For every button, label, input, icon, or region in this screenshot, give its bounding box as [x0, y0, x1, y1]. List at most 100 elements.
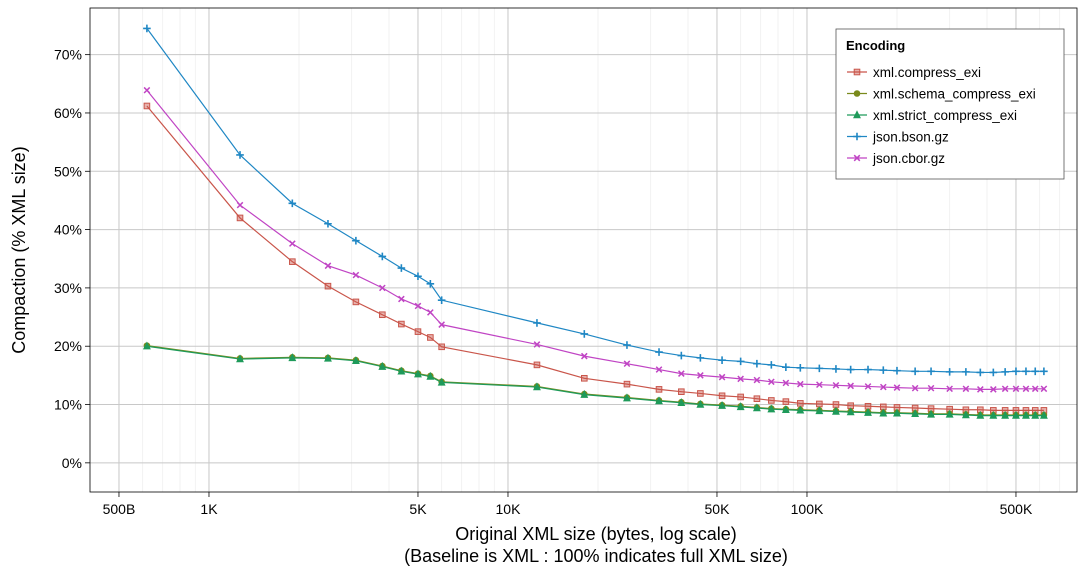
x-tick-label: 5K	[409, 501, 427, 517]
x-tick-label: 50K	[705, 501, 731, 517]
point-marker	[946, 385, 953, 393]
point-marker	[718, 392, 726, 400]
point-marker	[815, 406, 824, 415]
point-marker	[847, 382, 855, 390]
point-marker	[796, 363, 805, 372]
series-json.cbor.gz	[143, 86, 1048, 393]
y-tick-label: 40%	[54, 222, 82, 238]
point-marker	[1040, 367, 1048, 376]
point-marker	[796, 380, 804, 388]
point-marker	[378, 361, 387, 370]
point-marker	[142, 341, 151, 350]
legend-title: Encoding	[846, 38, 905, 53]
point-marker	[437, 377, 446, 386]
point-marker	[1031, 385, 1039, 393]
series-line	[146, 105, 1044, 411]
point-marker	[815, 364, 824, 373]
point-marker	[533, 382, 541, 391]
point-marker	[752, 403, 761, 412]
point-marker	[414, 302, 422, 310]
point-marker	[853, 110, 861, 119]
point-marker	[768, 378, 775, 386]
x-tick-label: 500B	[103, 501, 136, 517]
x-axis-subtitle: (Baseline is XML : 100% indicates full X…	[404, 546, 788, 566]
point-marker	[832, 401, 840, 408]
point-marker	[236, 354, 244, 363]
point-marker	[832, 406, 840, 415]
legend-label: json.bson.gz	[872, 130, 949, 145]
point-marker	[288, 240, 296, 247]
point-marker	[961, 410, 970, 419]
point-marker	[1001, 368, 1009, 376]
point-marker	[655, 366, 663, 373]
point-marker	[533, 319, 541, 327]
point-marker	[437, 296, 446, 304]
point-marker	[736, 357, 745, 366]
point-marker	[1012, 385, 1020, 393]
point-marker	[533, 341, 541, 348]
point-marker	[427, 334, 434, 341]
point-marker	[796, 405, 805, 414]
point-marker	[438, 343, 445, 351]
point-marker	[782, 363, 790, 372]
point-marker	[379, 311, 386, 319]
point-marker	[288, 353, 297, 362]
point-marker	[351, 356, 360, 364]
legend-label: xml.strict_compress_exi	[873, 108, 1017, 123]
point-marker	[1039, 410, 1048, 419]
point-marker	[580, 352, 588, 360]
point-marker	[623, 360, 631, 368]
legend-item: json.cbor.gz	[847, 151, 945, 166]
legend-item: xml.compress_exi	[847, 65, 981, 80]
point-marker	[911, 367, 919, 376]
point-marker	[989, 368, 998, 377]
point-marker	[697, 372, 704, 379]
point-marker	[737, 393, 744, 401]
point-marker	[623, 341, 631, 349]
point-marker	[696, 399, 705, 408]
point-marker	[753, 376, 761, 384]
legend-item: xml.strict_compress_exi	[847, 108, 1017, 123]
point-marker	[655, 396, 663, 405]
point-marker	[797, 400, 804, 407]
point-marker	[781, 405, 790, 413]
point-marker	[718, 401, 727, 409]
point-marker	[697, 390, 704, 397]
point-marker	[352, 236, 360, 245]
point-marker	[962, 368, 970, 376]
point-marker	[352, 298, 360, 306]
x-tick-label: 10K	[496, 501, 522, 517]
point-marker	[846, 407, 855, 416]
point-marker	[816, 381, 823, 389]
point-marker	[879, 383, 887, 391]
point-marker	[398, 320, 405, 328]
point-marker	[655, 386, 663, 393]
point-marker	[1001, 410, 1010, 419]
point-marker	[976, 368, 985, 377]
point-marker	[782, 398, 790, 405]
point-marker	[976, 410, 985, 419]
y-tick-label: 50%	[54, 163, 82, 179]
y-axis-title: Compaction (% XML size)	[9, 146, 29, 353]
point-marker	[236, 214, 244, 222]
x-tick-label: 100K	[791, 501, 824, 517]
point-marker	[911, 384, 919, 392]
x-axis: 500B 1K 5K 10K 50K 100K 500K	[103, 492, 1033, 517]
point-marker	[768, 397, 775, 404]
point-marker	[397, 264, 406, 272]
point-marker	[379, 284, 386, 292]
y-axis: 0% 10% 20% 30% 40% 50% 60% 70%	[54, 47, 90, 471]
point-marker	[581, 374, 588, 382]
legend-label: xml.compress_exi	[873, 65, 981, 80]
x-tick-label: 500K	[1000, 501, 1033, 517]
point-marker	[236, 151, 244, 159]
point-marker	[677, 351, 686, 360]
point-marker	[864, 365, 872, 374]
point-marker	[580, 389, 589, 398]
legend-item: xml.schema_compress_exi	[847, 87, 1036, 102]
point-marker	[853, 68, 861, 76]
point-marker	[977, 386, 984, 393]
point-marker	[1012, 367, 1020, 376]
point-marker	[879, 408, 888, 417]
